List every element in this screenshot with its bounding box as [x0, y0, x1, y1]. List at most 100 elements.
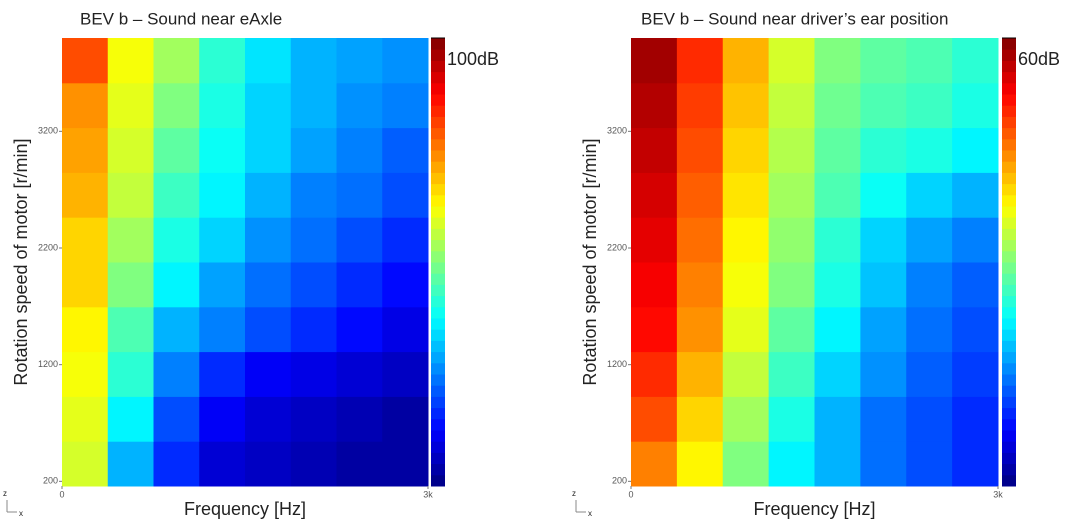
heat-cell	[62, 82, 109, 129]
heat-cell	[199, 82, 246, 129]
heat-cell	[336, 306, 383, 353]
heat-cell	[199, 38, 246, 84]
heat-cell	[906, 172, 953, 218]
colorbar-step	[1002, 262, 1016, 274]
heat-cell	[245, 38, 292, 84]
colorbar-step	[1002, 105, 1016, 117]
y-tick-label: 3200	[607, 126, 627, 136]
heat-cell	[336, 262, 383, 308]
heat-cell	[906, 351, 953, 397]
heat-cell	[290, 441, 337, 487]
heat-cell	[906, 306, 953, 353]
y-tick-label: 3200	[38, 126, 58, 136]
heat-cell	[768, 172, 815, 218]
colorbar-step	[431, 474, 445, 487]
x-axis-label: Frequency [Hz]	[184, 499, 306, 519]
heat-cell	[62, 172, 109, 218]
colorbar-step	[1002, 441, 1016, 453]
colorbar-step	[431, 228, 445, 241]
heat-cell	[768, 441, 815, 487]
colorbar-step	[1002, 318, 1016, 330]
colorbar-step	[431, 362, 445, 375]
heat-cell	[382, 82, 429, 129]
heat-cell	[814, 217, 861, 263]
colorbar-label: 100dB	[447, 49, 499, 69]
colorbar-step	[1002, 407, 1016, 420]
heat-cell	[631, 38, 678, 84]
heat-cell	[153, 441, 200, 487]
colorbar-step	[431, 385, 445, 397]
colorbar-step	[431, 217, 445, 229]
heat-cell	[245, 396, 292, 442]
colorbar-step	[1002, 430, 1016, 442]
colorbar-step	[431, 71, 445, 84]
heat-cell	[906, 127, 953, 173]
chart-title: BEV b – Sound near eAxle	[80, 9, 282, 28]
colorbar-step	[431, 329, 445, 341]
colorbar-step	[431, 116, 445, 129]
corner-axis-z: z	[572, 489, 576, 498]
colorbar-step	[1002, 183, 1016, 196]
heat-cell	[814, 396, 861, 442]
heat-cell	[336, 217, 383, 263]
heat-cell	[722, 38, 770, 84]
y-tick-label: 2200	[607, 242, 627, 252]
heat-cell	[382, 351, 429, 397]
heat-cell	[631, 127, 678, 173]
colorbar-step	[1002, 60, 1016, 73]
heat-cell	[336, 127, 383, 173]
colorbar-step	[1002, 418, 1016, 431]
x-tick-label: 0	[59, 489, 64, 499]
heat-cell	[952, 217, 999, 263]
colorbar-step	[1002, 362, 1016, 375]
colorbar-step	[1002, 228, 1016, 241]
colorbar-step	[1002, 217, 1016, 229]
colorbar-step	[431, 60, 445, 73]
heat-cell	[199, 306, 246, 353]
corner-axis-x: x	[588, 509, 592, 518]
heat-cell	[199, 172, 246, 218]
colorbar-step	[1002, 374, 1016, 386]
heat-cell	[245, 127, 292, 173]
heat-cell	[631, 82, 678, 129]
colorbar-step	[431, 94, 445, 106]
heat-cell	[245, 262, 292, 308]
colorbar-step	[431, 161, 445, 173]
heat-cell	[199, 396, 246, 442]
heat-cell	[814, 38, 861, 84]
heat-cell	[676, 351, 724, 397]
corner-axis-x: x	[19, 509, 23, 518]
heat-cell	[860, 82, 907, 129]
heat-cell	[290, 396, 337, 442]
heat-cell	[290, 82, 337, 129]
heat-cell	[336, 441, 383, 487]
heat-cell	[906, 38, 953, 84]
colorbar-step	[431, 183, 445, 196]
heat-cell	[860, 127, 907, 173]
heat-cell	[199, 351, 246, 397]
colorbar-step	[431, 250, 445, 263]
y-tick-label: 1200	[38, 359, 58, 369]
heat-cell	[62, 38, 109, 84]
x-tick-label: 0	[628, 489, 633, 499]
colorbar-step	[1002, 82, 1016, 95]
colorbar-label: 60dB	[1018, 49, 1060, 69]
y-tick-label: 2200	[38, 242, 58, 252]
heat-cell	[382, 396, 429, 442]
heat-cell	[952, 351, 999, 397]
colorbar-step	[1002, 94, 1016, 106]
heat-cell	[722, 82, 770, 129]
colorbar-step	[431, 38, 445, 50]
colorbar-step	[1002, 206, 1016, 218]
heat-cell	[290, 172, 337, 218]
x-tick-label: 3k	[423, 489, 433, 499]
heat-cell	[814, 306, 861, 353]
heat-cell	[199, 262, 246, 308]
colorbar-step	[1002, 474, 1016, 487]
heat-cell	[336, 82, 383, 129]
heat-cell	[153, 82, 200, 129]
x-axis-label: Frequency [Hz]	[753, 499, 875, 519]
heat-cell	[906, 82, 953, 129]
y-tick-label: 200	[43, 476, 58, 486]
colorbar-step	[431, 206, 445, 218]
